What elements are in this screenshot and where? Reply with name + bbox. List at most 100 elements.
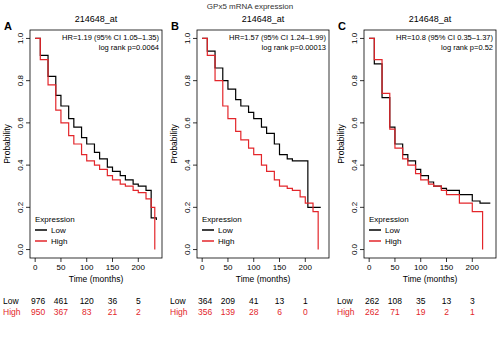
y-tick (26, 122, 30, 123)
panel: B214648_at0501001502000.00.20.40.60.81.0… (169, 14, 329, 317)
y-axis-label: Probability (2, 123, 12, 163)
risk-count: 2 (444, 307, 449, 317)
y-tick (360, 122, 364, 123)
risk-count: 262 (365, 307, 379, 317)
annotation: HR=1.57 (95% CI 1.24–1.99) (229, 33, 326, 42)
y-tick (360, 80, 364, 81)
y-tick-label: 0.8 (16, 75, 25, 87)
y-tick-label: 0.6 (183, 117, 192, 129)
y-tick (193, 38, 197, 39)
curves (369, 38, 490, 249)
x-tick (394, 258, 395, 262)
y-tick (26, 249, 30, 250)
risk-count: 262 (365, 296, 379, 306)
x-tick-label: 100 (247, 263, 261, 272)
risk-count: 21 (108, 307, 118, 317)
legend-swatch (35, 229, 47, 231)
plot-frame (30, 30, 162, 258)
x-axis-label: Time (months) (403, 274, 458, 284)
risk-count: 139 (221, 307, 235, 317)
risk-count: 108 (388, 296, 402, 306)
panel-label: B (171, 20, 179, 32)
x-tick-label: 0 (367, 263, 372, 272)
legend-label: High (218, 237, 234, 246)
y-tick-label: 0.6 (350, 117, 359, 129)
risk-count: 83 (82, 307, 92, 317)
annotation: log rank p=0.52 (441, 43, 493, 52)
y-tick-label: 0.4 (16, 159, 25, 171)
x-tick-label: 150 (440, 263, 454, 272)
risk-count: 461 (54, 296, 68, 306)
survival-curve (369, 38, 482, 249)
panel: C214648_at0501001502000.00.20.40.60.81.0… (336, 14, 496, 317)
x-tick (86, 258, 87, 262)
x-tick (202, 258, 203, 262)
risk-count: 13 (275, 296, 285, 306)
y-tick (360, 38, 364, 39)
x-tick (227, 258, 228, 262)
plot-frame (197, 30, 329, 258)
panel-title: 214648_at (75, 14, 118, 24)
legend-label: Low (51, 226, 66, 235)
risk-count: 1 (303, 296, 308, 306)
x-tick-label: 0 (33, 263, 38, 272)
legend-swatch (369, 240, 381, 242)
legend-swatch (35, 240, 47, 242)
risk-count: 35 (416, 296, 426, 306)
y-axis-label: Probability (169, 123, 179, 163)
risk-count: 71 (390, 307, 400, 317)
panel-title: 214648_at (409, 14, 452, 24)
x-tick-label: 50 (390, 263, 399, 272)
y-tick-label: 1.0 (16, 32, 25, 44)
y-tick-label: 0.0 (350, 243, 359, 255)
y-tick-label: 0.2 (183, 201, 192, 213)
y-tick (26, 165, 30, 166)
x-tick-label: 50 (56, 263, 65, 272)
legend-swatch (202, 240, 214, 242)
legend-label: High (385, 237, 401, 246)
survival-curve (35, 38, 155, 249)
risk-count: 209 (221, 296, 235, 306)
legend-label: Low (218, 226, 233, 235)
risk-count: 2 (136, 307, 141, 317)
risk-count: 5 (136, 296, 141, 306)
x-axis-label: Time (months) (236, 274, 291, 284)
x-tick (253, 258, 254, 262)
risk-count: 950 (31, 307, 45, 317)
y-tick-label: 0.2 (16, 201, 25, 213)
curves (35, 38, 156, 249)
x-tick (446, 258, 447, 262)
risk-count: 41 (249, 296, 259, 306)
x-tick-label: 100 (80, 263, 94, 272)
plot-frame (364, 30, 496, 258)
survival-curve (369, 38, 490, 203)
risk-row-label: High (170, 307, 188, 317)
risk-count: 0 (303, 307, 308, 317)
risk-count: 6 (277, 307, 282, 317)
risk-count: 3 (470, 296, 475, 306)
risk-count: 976 (31, 296, 45, 306)
y-tick-label: 1.0 (350, 32, 359, 44)
legend-swatch (369, 229, 381, 231)
y-axis-label: Probability (336, 123, 346, 163)
x-tick (305, 258, 306, 262)
x-tick (279, 258, 280, 262)
risk-count: 19 (416, 307, 426, 317)
y-tick-label: 0.6 (16, 117, 25, 129)
y-tick (360, 249, 364, 250)
risk-row-label: Low (3, 296, 19, 306)
y-tick (193, 249, 197, 250)
legend-title: Expression (202, 215, 242, 224)
risk-count: 36 (108, 296, 118, 306)
risk-count: 364 (198, 296, 212, 306)
survival-curve (202, 38, 318, 249)
x-tick-label: 200 (466, 263, 480, 272)
y-tick (360, 207, 364, 208)
legend-label: High (51, 237, 67, 246)
panel: A214648_at0501001502000.00.20.40.60.81.0… (2, 14, 162, 317)
x-tick-label: 50 (223, 263, 232, 272)
risk-count: 13 (442, 296, 452, 306)
x-tick-label: 200 (299, 263, 313, 272)
figure: GPx5 mRNA expressionA214648_at0501001502… (0, 0, 500, 342)
y-tick (26, 80, 30, 81)
